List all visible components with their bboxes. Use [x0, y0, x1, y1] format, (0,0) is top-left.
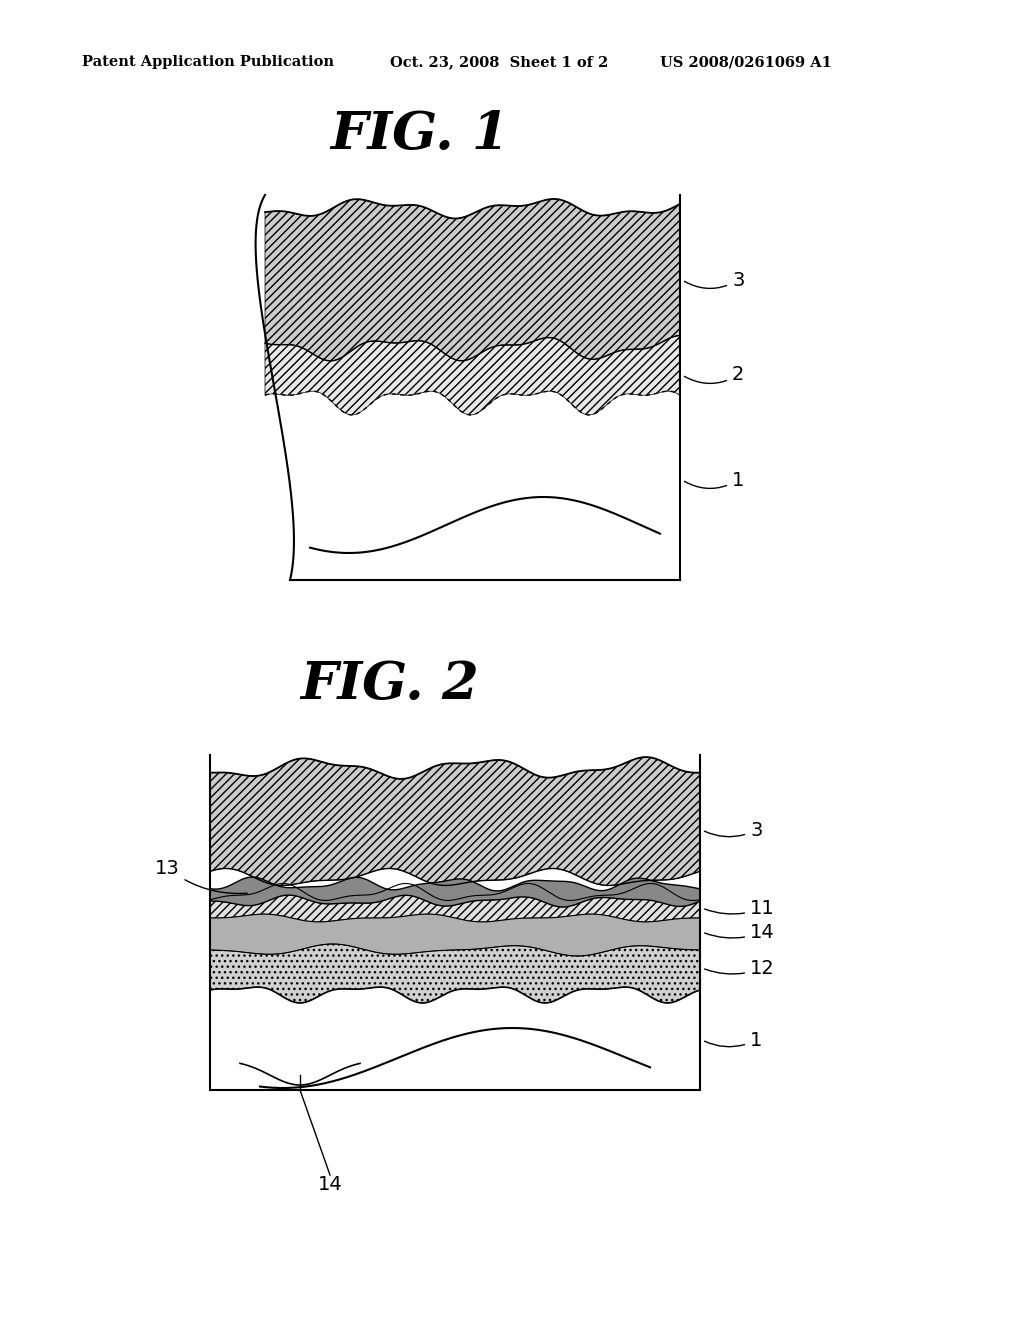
Polygon shape — [210, 895, 700, 921]
Text: 11: 11 — [705, 899, 775, 917]
Text: 1: 1 — [705, 1031, 763, 1049]
Polygon shape — [210, 915, 700, 956]
Text: 14: 14 — [705, 923, 775, 941]
Text: FIG. 1: FIG. 1 — [331, 110, 509, 161]
Text: 13: 13 — [155, 858, 247, 894]
Polygon shape — [210, 944, 700, 1003]
Polygon shape — [210, 758, 700, 886]
Text: 3: 3 — [705, 821, 763, 840]
Polygon shape — [265, 199, 680, 360]
Text: 3: 3 — [684, 271, 744, 289]
Polygon shape — [265, 335, 680, 414]
Text: 2: 2 — [684, 366, 744, 384]
Text: Oct. 23, 2008  Sheet 1 of 2: Oct. 23, 2008 Sheet 1 of 2 — [390, 55, 608, 69]
Text: 12: 12 — [705, 958, 775, 978]
Polygon shape — [210, 876, 700, 907]
Text: Patent Application Publication: Patent Application Publication — [82, 55, 334, 69]
Text: US 2008/0261069 A1: US 2008/0261069 A1 — [660, 55, 831, 69]
Text: 14: 14 — [317, 1176, 342, 1195]
Text: FIG. 2: FIG. 2 — [301, 660, 479, 710]
Text: 1: 1 — [684, 470, 744, 490]
